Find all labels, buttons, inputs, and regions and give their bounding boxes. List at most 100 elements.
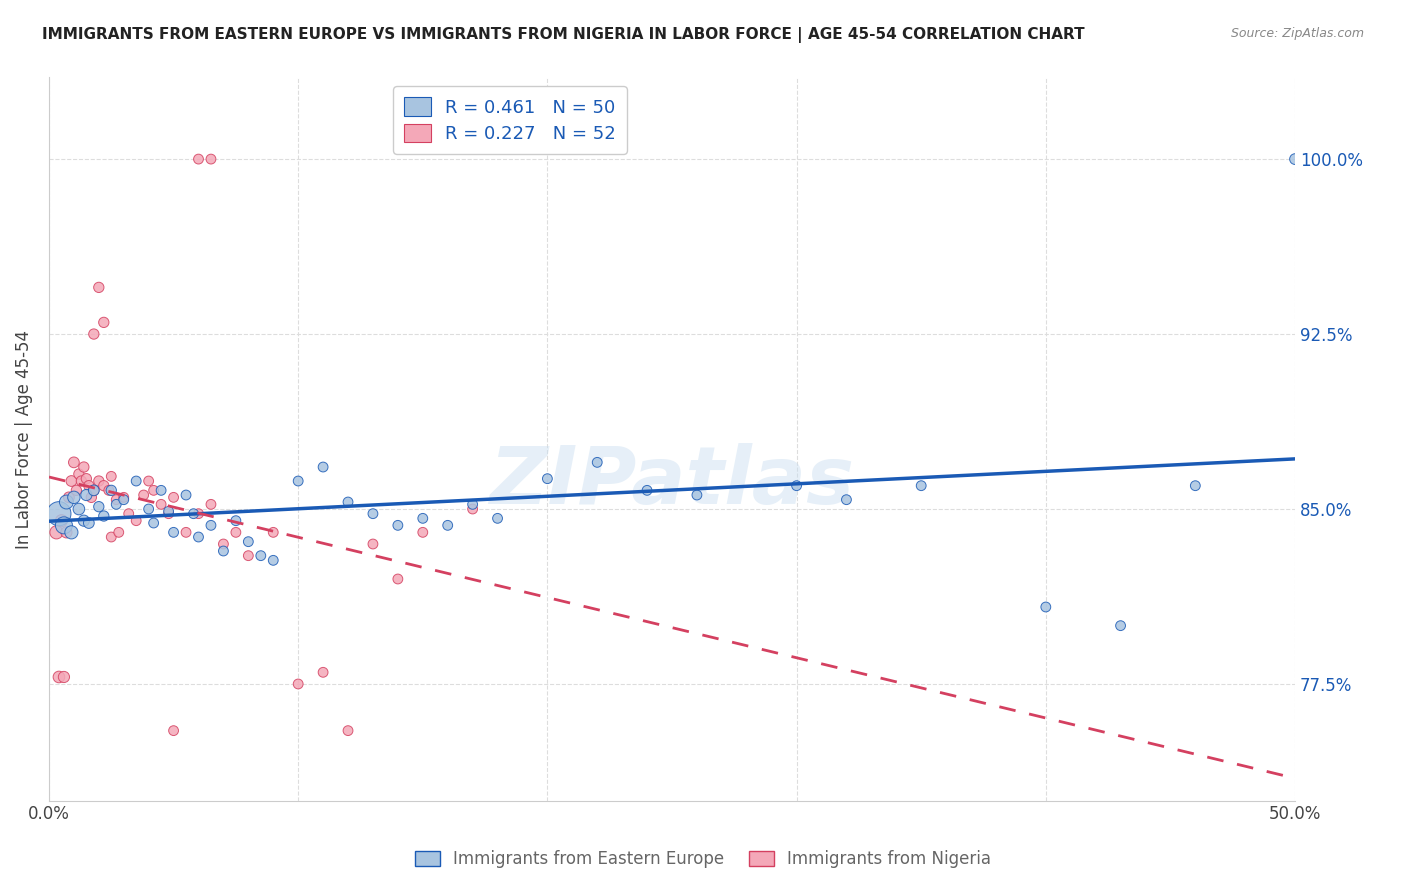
- Point: [436, 518, 458, 533]
- Point: [150, 497, 173, 511]
- Point: [125, 474, 148, 488]
- Point: [60, 525, 83, 540]
- Point: [63, 491, 86, 505]
- Point: [93, 478, 115, 492]
- Point: [312, 460, 335, 475]
- Point: [786, 478, 808, 492]
- Point: [75, 488, 97, 502]
- Point: [536, 472, 558, 486]
- Point: [361, 507, 384, 521]
- Point: [107, 525, 129, 540]
- Point: [93, 315, 115, 329]
- Point: [142, 516, 165, 530]
- Point: [77, 478, 100, 492]
- Point: [73, 460, 96, 475]
- Point: [337, 495, 360, 509]
- Point: [60, 474, 83, 488]
- Point: [412, 525, 434, 540]
- Point: [249, 549, 271, 563]
- Point: [387, 572, 409, 586]
- Point: [238, 534, 260, 549]
- Point: [287, 474, 309, 488]
- Point: [118, 507, 141, 521]
- Point: [87, 280, 110, 294]
- Point: [52, 670, 75, 684]
- Point: [55, 495, 77, 509]
- Text: IMMIGRANTS FROM EASTERN EUROPE VS IMMIGRANTS FROM NIGERIA IN LABOR FORCE | AGE 4: IMMIGRANTS FROM EASTERN EUROPE VS IMMIGR…: [42, 27, 1085, 43]
- Point: [361, 537, 384, 551]
- Point: [1284, 152, 1306, 166]
- Point: [686, 488, 709, 502]
- Point: [174, 525, 197, 540]
- Point: [93, 508, 115, 523]
- Point: [162, 491, 184, 505]
- Point: [65, 483, 87, 498]
- Point: [162, 525, 184, 540]
- Point: [138, 502, 160, 516]
- Point: [112, 491, 135, 505]
- Point: [200, 518, 222, 533]
- Point: [87, 474, 110, 488]
- Point: [157, 507, 180, 521]
- Point: [225, 525, 247, 540]
- Point: [48, 507, 70, 521]
- Point: [200, 497, 222, 511]
- Point: [387, 518, 409, 533]
- Point: [212, 537, 235, 551]
- Point: [337, 723, 360, 738]
- Point: [48, 670, 70, 684]
- Point: [45, 525, 67, 540]
- Point: [225, 514, 247, 528]
- Point: [1184, 478, 1206, 492]
- Point: [287, 677, 309, 691]
- Point: [636, 483, 658, 498]
- Point: [238, 549, 260, 563]
- Y-axis label: In Labor Force | Age 45-54: In Labor Force | Age 45-54: [15, 329, 32, 549]
- Point: [100, 483, 122, 498]
- Point: [105, 497, 128, 511]
- Point: [835, 492, 858, 507]
- Point: [1109, 618, 1132, 632]
- Point: [162, 723, 184, 738]
- Point: [83, 483, 105, 498]
- Point: [910, 478, 932, 492]
- Point: [461, 502, 484, 516]
- Point: [461, 497, 484, 511]
- Point: [187, 152, 209, 166]
- Point: [105, 492, 128, 507]
- Point: [486, 511, 509, 525]
- Point: [212, 544, 235, 558]
- Point: [73, 514, 96, 528]
- Point: [80, 491, 103, 505]
- Point: [183, 507, 205, 521]
- Point: [70, 474, 93, 488]
- Point: [112, 492, 135, 507]
- Point: [200, 152, 222, 166]
- Point: [87, 500, 110, 514]
- Point: [83, 326, 105, 341]
- Point: [138, 474, 160, 488]
- Point: [63, 455, 86, 469]
- Point: [187, 530, 209, 544]
- Point: [174, 488, 197, 502]
- Text: Source: ZipAtlas.com: Source: ZipAtlas.com: [1230, 27, 1364, 40]
- Point: [586, 455, 609, 469]
- Point: [187, 507, 209, 521]
- Point: [97, 483, 120, 498]
- Point: [100, 530, 122, 544]
- Point: [58, 491, 80, 505]
- Point: [52, 518, 75, 533]
- Point: [157, 504, 180, 518]
- Point: [1035, 599, 1057, 614]
- Text: ZIPatlas: ZIPatlas: [489, 443, 855, 522]
- Point: [51, 514, 73, 528]
- Point: [67, 502, 90, 516]
- Point: [55, 525, 77, 540]
- Point: [312, 665, 335, 680]
- Point: [75, 472, 97, 486]
- Point: [125, 514, 148, 528]
- Point: [132, 488, 155, 502]
- Point: [412, 511, 434, 525]
- Point: [262, 525, 284, 540]
- Legend: R = 0.461   N = 50, R = 0.227   N = 52: R = 0.461 N = 50, R = 0.227 N = 52: [394, 87, 627, 154]
